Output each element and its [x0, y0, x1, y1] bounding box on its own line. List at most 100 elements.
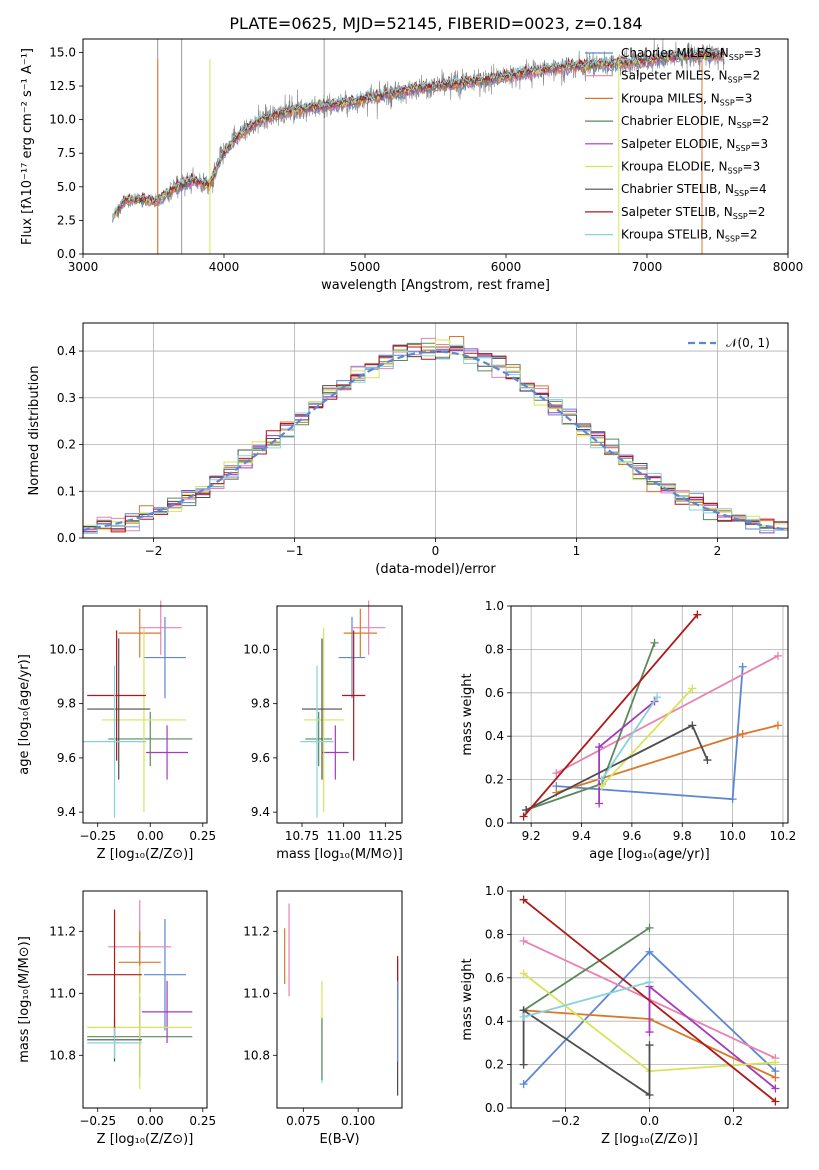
x-tick-label: −0.25	[79, 829, 116, 843]
y-tick-label: 0.0	[485, 1101, 504, 1115]
mass-vs-ebv-panel: 0.075 0.100 10.8 11.0 11.2 E(B-V)	[243, 890, 403, 1147]
mass-weight-point	[519, 936, 528, 945]
axes-border	[276, 605, 403, 824]
y-tick-label: 12.5	[49, 79, 76, 93]
y-tick-label: 1.0	[485, 599, 504, 613]
axes-border	[276, 890, 403, 1109]
axes-frame: 10.75 11.00 11.25 9.4 9.6 9.8 10.0 mass [log₁₀(…	[243, 605, 403, 862]
residuals-marks	[82, 336, 789, 534]
mass-weight-point	[595, 799, 604, 808]
y-tick-label: 0.4	[485, 1014, 504, 1028]
x-tick-label: 10.2	[770, 829, 797, 843]
x-axis-label: Z [log₁₀(Z/Z⊙)]	[601, 1132, 698, 1147]
x-tick-label: 9.6	[622, 829, 641, 843]
x-tick-label: 6000	[491, 260, 522, 274]
mass-weight-series	[523, 981, 650, 1018]
y-tick-label: 15.0	[49, 45, 76, 59]
x-axis-label: wavelength [Angstrom, rest frame]	[321, 278, 550, 293]
y-axis-label: Flux [fλ10⁻¹⁷ erg cm⁻² s⁻¹ A⁻¹]	[20, 48, 35, 245]
axes-frame: 0.075 0.100 10.8 11.0 11.2 E(B-V)	[243, 890, 403, 1147]
x-tick-label: 0.075	[286, 1114, 320, 1128]
y-tick-label: 0.2	[485, 1058, 504, 1072]
y-tick-label: 0.6	[485, 686, 504, 700]
axes-frame: −0.2 0.0 0.2 0.0 0.2 0.4 0.6 0.8 1.0 Z [log₁₀(Z/Z…	[460, 884, 789, 1147]
y-tick-label: 0.1	[57, 484, 76, 498]
axes-border	[82, 38, 789, 255]
mass-weight-series	[600, 696, 658, 781]
x-tick-label: 0.00	[137, 1114, 164, 1128]
mass-weight-series	[522, 614, 698, 818]
mass-weight-point	[703, 756, 712, 765]
mass-weight-series	[601, 687, 693, 787]
y-tick-label: 11.2	[49, 924, 76, 938]
legend-label: Kroupa STELIB, NSSP=2	[621, 228, 758, 244]
mass-vs-ebv-marks	[284, 903, 399, 1096]
spectrum-panel: Chabrier MILES, NSSP=3 Salpeter MILES, NS…	[20, 38, 803, 293]
mass-weight-point	[728, 795, 737, 804]
y-tick-label: 0.0	[485, 816, 504, 830]
x-tick-label: −0.25	[79, 1114, 116, 1128]
x-tick-label: 0.25	[189, 1114, 216, 1128]
mass-weight-point	[738, 662, 747, 671]
x-tick-label: 3000	[68, 260, 99, 274]
mass-weight-series	[523, 927, 650, 1012]
legend-label: Salpeter MILES, NSSP=2	[621, 69, 760, 85]
mass-weight-point	[771, 1097, 780, 1106]
legend-label: Salpeter STELIB, NSSP=2	[621, 205, 765, 221]
x-tick-label: 0.2	[724, 1114, 743, 1128]
y-tick-label: 0.8	[485, 642, 504, 656]
mass-weight-vs-z-marks	[519, 895, 780, 1106]
y-tick-label: 10.0	[243, 642, 270, 656]
y-tick-label: 0.6	[485, 971, 504, 985]
mass-weight-series	[522, 1008, 651, 1097]
residuals-legend: 𝒩(0, 1)	[688, 336, 770, 350]
x-tick-label: 0	[432, 544, 440, 558]
axes-frame: −2 −1 0 1 2 0.0 0.1 0.2 0.3 0.4 (data-model)/error…	[27, 322, 789, 577]
x-tick-label: 11.25	[368, 829, 402, 843]
y-tick-label: 11.2	[243, 924, 270, 938]
legend-label: Chabrier STELIB, NSSP=4	[621, 182, 767, 198]
mass-weight-point	[552, 769, 561, 778]
x-tick-label: 9.8	[673, 829, 692, 843]
y-tick-label: 0.8	[485, 927, 504, 941]
y-tick-label: 0.4	[57, 344, 76, 358]
legend-label: 𝒩(0, 1)	[726, 336, 770, 350]
mass-weight-point	[650, 638, 659, 647]
residuals-panel: 𝒩(0, 1) −2 −1 0 1 2 0.0 0.1 0.2 0.3 0.4 (data-mode…	[27, 322, 789, 577]
x-tick-label: 0.0	[640, 1114, 659, 1128]
mass-weight-point	[519, 1012, 528, 1021]
model-spectrum	[112, 46, 725, 219]
legend-label: Kroupa MILES, NSSP=3	[621, 91, 752, 107]
x-tick-label: 11.00	[326, 829, 360, 843]
y-tick-label: 10.8	[49, 1048, 76, 1062]
mass-weight-vs-age-panel: 9.2 9.4 9.6 9.8 10.0 10.2 0.0 0.2 0.4 0.6 0.8 1.0 ag…	[460, 599, 796, 862]
x-tick-label: 0.100	[341, 1114, 375, 1128]
mass-weight-point	[738, 730, 747, 739]
y-tick-label: 0.2	[485, 773, 504, 787]
mass-weight-vs-age-marks	[519, 610, 782, 821]
y-axis-label: mass weight	[460, 958, 475, 1040]
x-axis-label: Z [log₁₀(Z/Z⊙)]	[97, 847, 194, 862]
y-tick-label: 10.0	[49, 113, 76, 127]
mass-weight-point	[688, 721, 697, 730]
mass-weight-point	[771, 1084, 780, 1093]
spectrum-marks	[112, 39, 725, 254]
axes-border	[510, 605, 789, 824]
mass-weight-point	[519, 895, 528, 904]
x-tick-label: −1	[286, 544, 304, 558]
y-tick-label: 0.0	[57, 531, 76, 545]
axes-frame: 3000 4000 5000 6000 7000 8000 0.0 2.5 5.0 7.5 10.0…	[20, 38, 803, 293]
y-tick-label: 2.5	[57, 213, 76, 227]
x-tick-label: 0.25	[189, 829, 216, 843]
axes-frame: −0.25 0.00 0.25 10.8 11.0 11.2 Z [log₁₀(Z/Z⊙)]…	[17, 890, 216, 1147]
mass-weight-point	[771, 1073, 780, 1082]
x-axis-label: E(B-V)	[319, 1132, 359, 1147]
y-tick-label: 0.2	[57, 438, 76, 452]
legend-label: Salpeter ELODIE, NSSP=3	[621, 137, 768, 153]
mass-weight-point	[645, 978, 654, 987]
x-tick-label: 10.75	[285, 829, 319, 843]
mass-weight-point	[645, 1028, 654, 1037]
axes-frame: −0.25 0.00 0.25 9.4 9.6 9.8 10.0 Z [log₁₀(Z/Z⊙)…	[17, 605, 216, 862]
figure-title: PLATE=0625, MJD=52145, FIBERID=0023, z=0…	[229, 14, 642, 33]
x-tick-label: 4000	[209, 260, 240, 274]
